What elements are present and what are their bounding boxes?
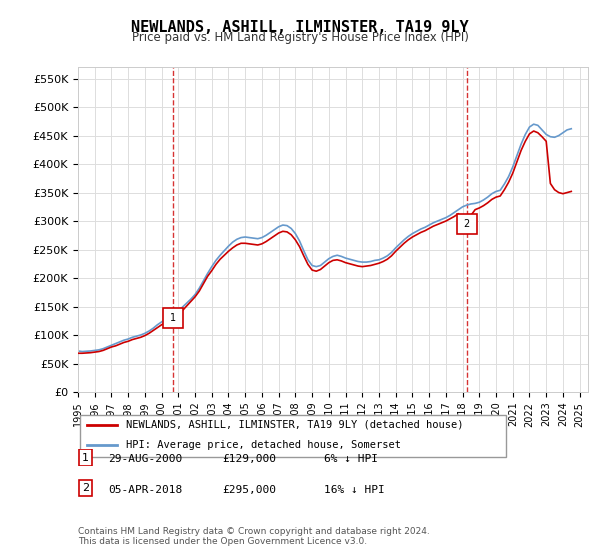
Text: NEWLANDS, ASHILL, ILMINSTER, TA19 9LY: NEWLANDS, ASHILL, ILMINSTER, TA19 9LY <box>131 20 469 35</box>
Text: £129,000: £129,000 <box>222 454 276 464</box>
Text: 1: 1 <box>82 452 89 463</box>
FancyBboxPatch shape <box>80 415 506 457</box>
Text: 2: 2 <box>464 219 470 229</box>
Text: Contains HM Land Registry data © Crown copyright and database right 2024.
This d: Contains HM Land Registry data © Crown c… <box>78 526 430 546</box>
Text: £295,000: £295,000 <box>222 485 276 495</box>
Text: 1: 1 <box>170 314 176 324</box>
Text: 16% ↓ HPI: 16% ↓ HPI <box>324 485 385 495</box>
Text: 2: 2 <box>82 483 89 493</box>
Text: NEWLANDS, ASHILL, ILMINSTER, TA19 9LY (detached house): NEWLANDS, ASHILL, ILMINSTER, TA19 9LY (d… <box>125 420 463 430</box>
Text: 6% ↓ HPI: 6% ↓ HPI <box>324 454 378 464</box>
FancyBboxPatch shape <box>79 450 92 465</box>
Text: 29-AUG-2000: 29-AUG-2000 <box>108 454 182 464</box>
FancyBboxPatch shape <box>79 480 92 496</box>
Text: Price paid vs. HM Land Registry's House Price Index (HPI): Price paid vs. HM Land Registry's House … <box>131 31 469 44</box>
Text: HPI: Average price, detached house, Somerset: HPI: Average price, detached house, Some… <box>125 440 401 450</box>
Text: 05-APR-2018: 05-APR-2018 <box>108 485 182 495</box>
